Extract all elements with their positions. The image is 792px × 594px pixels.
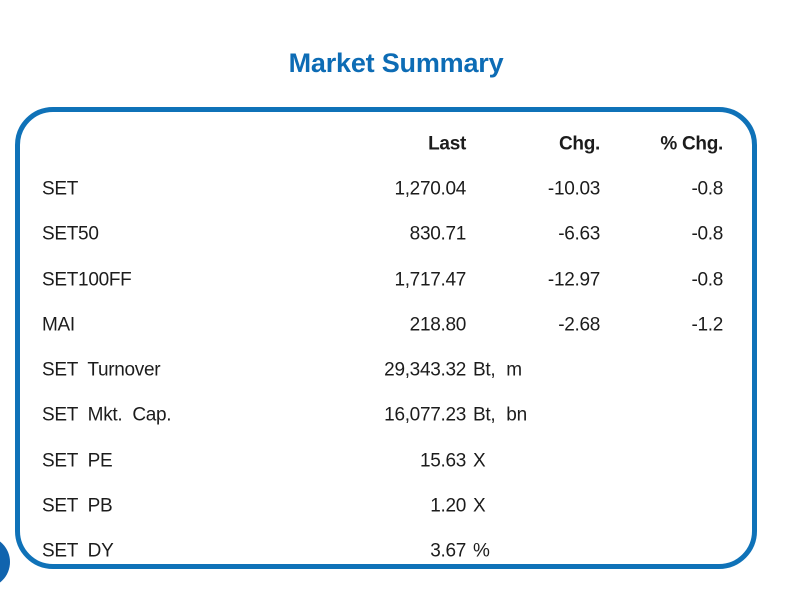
- last-value: 218.80: [20, 314, 467, 337]
- last-number: 1,270.04: [394, 178, 466, 200]
- row-label: SET100FF: [42, 269, 132, 291]
- last-value: 29,343.32 Bt, m: [20, 359, 522, 383]
- column-header-chg: Chg.: [558, 133, 600, 155]
- unit-suffix: Bt, bn: [473, 405, 527, 427]
- table-row-set-pe: SET PE 15.63 X: [20, 439, 752, 484]
- table-row-set-turnover: SET Turnover 29,343.32 Bt, m: [20, 348, 752, 393]
- last-value: 15.63 X: [20, 450, 486, 473]
- table-row-set50: SET50 830.71 -6.63 -0.8: [20, 213, 752, 258]
- table-row-set-dy: SET DY 3.67%: [20, 530, 752, 575]
- last-value: 1.20 X: [20, 495, 485, 519]
- last-number: 218.80: [409, 314, 467, 336]
- market-summary-card: Last Chg. % Chg. SET 1,270.04 -10.03 -0.…: [15, 107, 757, 569]
- row-label: SET Turnover: [42, 359, 161, 381]
- unit-suffix: %: [473, 540, 490, 562]
- row-label: MAI: [42, 314, 75, 336]
- table-row-set: SET 1,270.04 -10.03 -0.8: [20, 167, 752, 212]
- table-header-row: Last Chg. % Chg.: [20, 122, 752, 167]
- last-number: 3.67: [430, 540, 466, 562]
- row-label: SET50: [42, 223, 99, 245]
- table-row-set-mkt-cap: SET Mkt. Cap. 16,077.23 Bt, bn: [20, 394, 752, 439]
- last-value: 830.71: [20, 223, 467, 247]
- row-label: SET PE: [42, 450, 113, 472]
- column-header-last: Last: [428, 133, 466, 155]
- last-number: 16,077.23: [384, 405, 466, 427]
- chg-value: -2.68: [558, 314, 600, 336]
- last-number: 830.71: [409, 223, 467, 245]
- last-value: 1,270.04: [20, 179, 466, 202]
- pct-chg-value: -0.8: [691, 223, 723, 245]
- chg-value: -6.63: [558, 223, 600, 245]
- last-number: 1.20: [430, 495, 466, 517]
- chg-value: -12.97: [547, 269, 600, 291]
- table-row-set-pb: SET PB 1.20 X: [20, 484, 752, 529]
- unit-suffix: Bt, m: [473, 359, 522, 381]
- last-number: 29,343.32: [384, 359, 466, 381]
- last-value: 3.67%: [20, 540, 490, 564]
- row-label: SET: [42, 178, 79, 200]
- row-label: SET PB: [42, 495, 113, 517]
- last-value: 1,717.47: [20, 269, 466, 292]
- column-header-pct-chg: % Chg.: [660, 133, 723, 155]
- pct-chg-value: -0.8: [691, 178, 723, 200]
- last-number: 1,717.47: [394, 269, 466, 291]
- unit-suffix: X: [473, 450, 486, 472]
- pct-chg-value: -1.2: [691, 314, 723, 336]
- row-label: SET DY: [42, 540, 114, 562]
- chg-value: -10.03: [547, 178, 600, 200]
- pct-chg-value: -0.8: [691, 269, 723, 291]
- page-title: Market Summary: [288, 48, 504, 78]
- last-value: 16,077.23 Bt, bn: [20, 405, 527, 428]
- unit-suffix: X: [473, 495, 486, 517]
- last-number: 15.63: [419, 450, 466, 472]
- table-row-set100ff: SET100FF 1,717.47 -12.97 -0.8: [20, 258, 752, 303]
- table-row-mai: MAI 218.80 -2.68 -1.2: [20, 303, 752, 348]
- row-label: SET Mkt. Cap.: [42, 405, 172, 427]
- decorative-circle: [0, 536, 10, 588]
